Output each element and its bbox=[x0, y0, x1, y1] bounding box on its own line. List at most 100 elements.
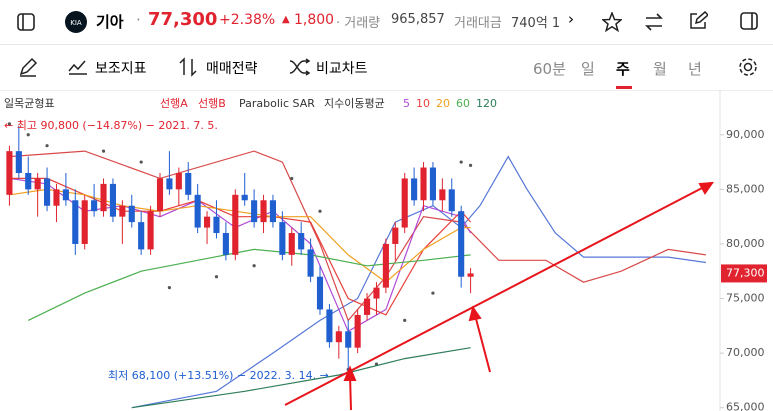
candle-body bbox=[44, 178, 51, 206]
volume-label-text: 거래량 bbox=[344, 16, 381, 31]
legend-item: 10 bbox=[416, 97, 430, 110]
candle-body bbox=[100, 183, 107, 212]
candle-body bbox=[269, 200, 276, 223]
svg-text:KIA: KIA bbox=[70, 19, 82, 27]
legend: 선행A 선행B Parabolic SAR 지수이동평균 5 10 20 60 120 bbox=[160, 97, 497, 110]
candle-body bbox=[345, 331, 352, 348]
candle-body bbox=[175, 172, 182, 190]
strategy-icon[interactable] bbox=[178, 57, 200, 77]
sep: · bbox=[136, 11, 141, 29]
logo: KIA bbox=[65, 11, 87, 33]
favorite-icon[interactable] bbox=[602, 12, 622, 32]
y-tick-label: 80,000 bbox=[726, 237, 765, 250]
stock-name: 기아 bbox=[96, 13, 124, 31]
candle-body bbox=[53, 189, 60, 206]
candle-body bbox=[448, 189, 455, 212]
change: 1,800 bbox=[294, 12, 335, 28]
candle-body bbox=[354, 314, 361, 348]
arrow-head bbox=[698, 181, 715, 195]
candle-body bbox=[81, 200, 88, 244]
candle-body bbox=[288, 233, 295, 255]
candle-body bbox=[429, 167, 436, 201]
annotation: 최저 68,100 (+13.51%) − 2022. 3. 14. → bbox=[108, 369, 329, 382]
candle-body bbox=[72, 200, 79, 244]
candle-body bbox=[222, 233, 229, 255]
user-drawings bbox=[284, 181, 715, 411]
candle-body bbox=[34, 178, 41, 190]
period[interactable]: 월 bbox=[653, 60, 667, 78]
candle-body bbox=[213, 216, 220, 234]
y-tick-label: 65,000 bbox=[726, 401, 765, 411]
arrow-line bbox=[474, 314, 491, 373]
period[interactable]: 60분 bbox=[533, 60, 566, 78]
line bbox=[27, 248, 471, 321]
line bbox=[9, 150, 706, 322]
candle-body bbox=[279, 222, 286, 255]
line bbox=[131, 155, 706, 409]
up-icon: ▲ bbox=[282, 14, 290, 25]
toolbar-item[interactable]: 매매전략 bbox=[206, 61, 258, 77]
candle-body bbox=[25, 172, 32, 190]
period[interactable]: 일 bbox=[581, 60, 595, 78]
candle-body bbox=[260, 200, 267, 223]
candle-body bbox=[298, 233, 305, 250]
arrow-head bbox=[343, 365, 357, 381]
sar-dot bbox=[45, 144, 49, 148]
candle-body bbox=[439, 189, 446, 201]
legend-item: 선행B bbox=[198, 97, 226, 110]
sar-dot bbox=[26, 133, 30, 137]
swap-icon[interactable] bbox=[644, 12, 664, 32]
legend-item: 지수이동평균 bbox=[324, 97, 385, 110]
candle-body bbox=[91, 200, 98, 212]
candle-body bbox=[364, 298, 371, 315]
legend-item: 20 bbox=[436, 97, 450, 110]
plot bbox=[6, 122, 724, 409]
toolbar-item[interactable]: 보조지표 bbox=[95, 61, 147, 77]
compare-icon[interactable] bbox=[289, 58, 311, 76]
more-arrow[interactable]: › bbox=[568, 10, 574, 28]
sar-dot bbox=[167, 286, 172, 290]
sar-dot bbox=[290, 176, 294, 181]
panel-icon[interactable] bbox=[740, 12, 758, 30]
candle-body bbox=[185, 172, 192, 195]
volume-label: · 거래량 bbox=[336, 16, 381, 31]
last-price-box bbox=[721, 264, 767, 283]
candle-body bbox=[204, 216, 211, 228]
candle-body bbox=[251, 200, 258, 223]
indicator-icon[interactable] bbox=[68, 59, 88, 75]
volume: 965,857 bbox=[391, 12, 445, 27]
candle-body bbox=[411, 178, 418, 201]
chart: 일목균형표 선행A 선행B Parabolic SAR 지수이동평균 5 10 20 60 12… bbox=[4, 90, 767, 411]
sar-dot bbox=[318, 209, 322, 213]
last-price-label: 77,300 bbox=[726, 266, 765, 279]
draw-icon[interactable] bbox=[18, 57, 38, 77]
candle-body bbox=[194, 194, 201, 228]
period-selected[interactable]: 주 bbox=[616, 60, 630, 78]
candle-body bbox=[373, 287, 380, 299]
sidebar-icon[interactable] bbox=[17, 13, 35, 31]
period[interactable]: 년 bbox=[688, 60, 702, 78]
candle-body bbox=[62, 189, 69, 201]
sar-dot bbox=[7, 122, 12, 126]
toolbar-item[interactable]: 비교차트 bbox=[316, 61, 368, 77]
legend-item: 60 bbox=[456, 97, 470, 110]
settings-icon[interactable] bbox=[738, 57, 758, 77]
candle-body bbox=[382, 243, 389, 288]
toolbar: 보조지표 매매전략 비교차트 60분 일 주 월 년 bbox=[0, 44, 773, 91]
candle-body bbox=[119, 205, 126, 217]
legend-item: Parabolic SAR bbox=[239, 97, 315, 110]
candle-body bbox=[166, 178, 173, 190]
candle-body bbox=[316, 276, 324, 310]
edit-icon[interactable] bbox=[688, 11, 708, 31]
period-underline bbox=[616, 86, 632, 89]
sar-dot bbox=[214, 275, 219, 279]
y-tick-label: 85,000 bbox=[726, 182, 765, 195]
sar-dot bbox=[468, 163, 473, 167]
y-tick-label: 70,000 bbox=[726, 346, 765, 359]
annotation: ← 최고 90,800 (−14.87%) − 2021. 7. 5. bbox=[4, 119, 218, 132]
candle-body bbox=[401, 178, 408, 228]
line bbox=[9, 177, 472, 333]
candle-body bbox=[335, 331, 342, 343]
candle-body bbox=[138, 222, 145, 250]
